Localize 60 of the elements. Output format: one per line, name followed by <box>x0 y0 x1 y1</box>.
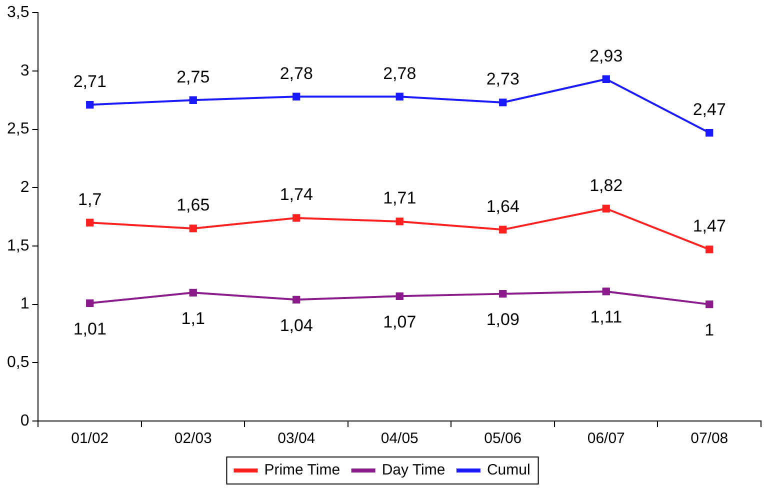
y-tick-label: 1 <box>20 296 30 313</box>
x-tick-label: 05/06 <box>484 430 522 448</box>
point <box>396 218 404 226</box>
data-label: 1,82 <box>590 176 623 195</box>
point <box>499 290 507 298</box>
point <box>292 214 300 222</box>
data-label: 1,71 <box>383 188 416 208</box>
data-label: 2,75 <box>176 67 210 86</box>
data-label: 1,01 <box>73 319 106 338</box>
data-label: 1,74 <box>280 185 313 204</box>
point <box>499 98 507 106</box>
x-tick-label: 03/04 <box>278 430 316 448</box>
point <box>602 75 610 83</box>
data-label: 1,65 <box>176 196 210 215</box>
data-label: 1,1 <box>181 308 205 328</box>
x-tick-label: 06/07 <box>587 430 625 448</box>
point <box>189 288 197 296</box>
data-label: 1,64 <box>486 196 520 216</box>
x-tick-label: 04/05 <box>380 430 418 448</box>
data-label: 2,47 <box>692 100 726 119</box>
point <box>292 296 300 304</box>
y-tick-label: 2 <box>20 179 30 196</box>
point <box>189 224 197 232</box>
point <box>86 100 94 109</box>
data-label: 1,09 <box>486 310 520 329</box>
point <box>602 204 610 212</box>
legend-label: Prime Time <box>264 462 340 479</box>
legend-label: Cumul <box>486 462 530 479</box>
data-label: 2,73 <box>486 70 520 89</box>
point <box>706 300 714 308</box>
y-tick-label: 2,5 <box>6 120 30 138</box>
legend-label: Day Time <box>382 462 446 479</box>
point <box>292 92 300 100</box>
data-label: 2,78 <box>280 64 313 83</box>
point <box>86 299 94 307</box>
y-tick-label: 3 <box>20 62 30 80</box>
data-label: 1 <box>704 320 714 340</box>
x-tick-label: 07/08 <box>690 430 728 448</box>
data-label: 1,47 <box>692 216 726 236</box>
data-label: 2,71 <box>73 72 106 91</box>
point <box>499 226 507 234</box>
x-tick-label: 02/03 <box>174 430 212 448</box>
y-tick-label: 0 <box>20 412 30 430</box>
point <box>396 292 404 300</box>
data-label: 2,78 <box>383 64 416 83</box>
data-label: 1,07 <box>383 312 416 332</box>
point <box>86 218 94 226</box>
point <box>189 96 197 104</box>
y-tick-label: 3,5 <box>6 4 30 22</box>
data-label: 1,11 <box>590 308 622 327</box>
y-tick-label: 0,5 <box>6 354 30 372</box>
data-label: 1,7 <box>78 190 102 209</box>
point <box>706 246 714 254</box>
data-label: 2,93 <box>590 46 623 66</box>
point <box>602 288 610 296</box>
x-tick-label: 01/02 <box>71 430 109 448</box>
y-tick-label: 1,5 <box>6 237 30 254</box>
point <box>396 92 404 100</box>
data-label: 1,04 <box>280 316 313 335</box>
point <box>706 128 714 137</box>
